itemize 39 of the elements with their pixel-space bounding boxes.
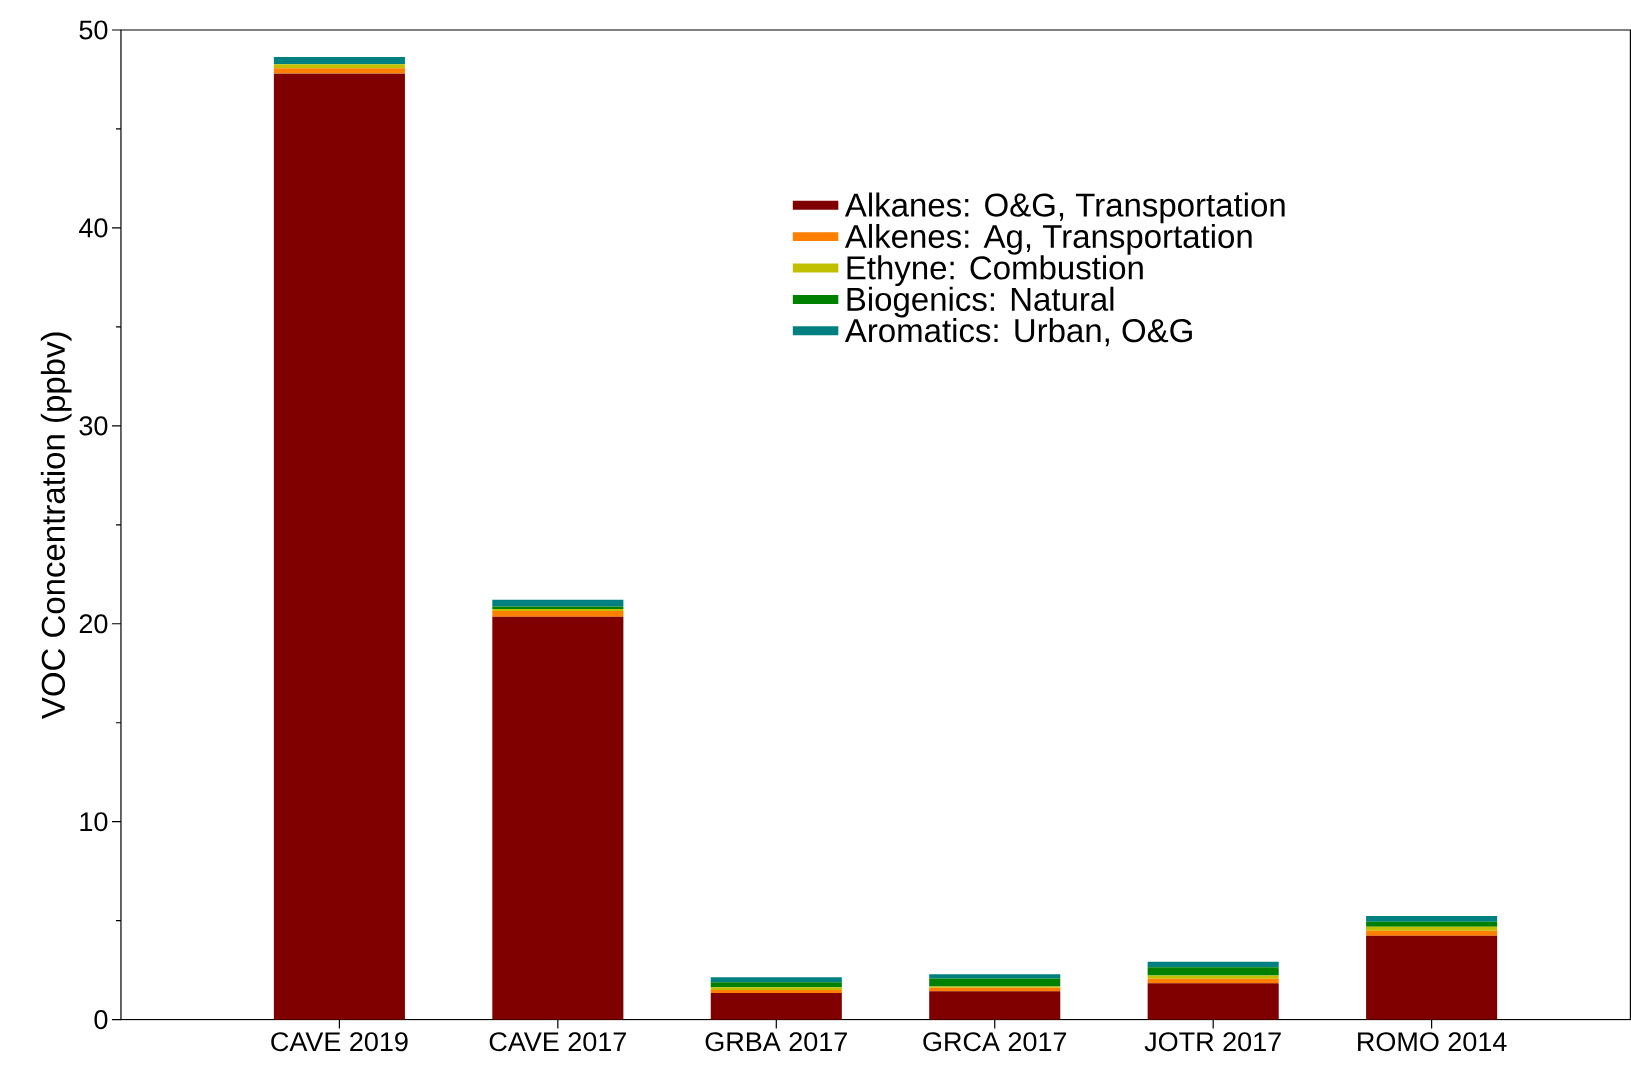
y-tick-label: 20 xyxy=(79,614,108,634)
y-tick-label: 10 xyxy=(80,812,108,832)
x-tick-label: GRBA 2017 xyxy=(705,1032,847,1052)
x-tick-label: CAVE 2017 xyxy=(489,1032,626,1052)
y-axis-title: VOC Concentration (ppbv) xyxy=(40,332,72,720)
bar xyxy=(492,600,624,607)
bar xyxy=(1147,967,1279,976)
x-tick-label: GRCA 2017 xyxy=(923,1032,1067,1052)
legend-label: Alkenes: Ag, Transportation xyxy=(844,224,1252,255)
x-tick-label: JOTR 2017 xyxy=(1144,1032,1281,1052)
bar xyxy=(710,993,842,1020)
bar xyxy=(929,991,1061,1020)
legend-label: Aromatics: Urban, O&G xyxy=(844,318,1192,347)
y-tick-label: 50 xyxy=(79,20,108,40)
x-tick-label: ROMO 2014 xyxy=(1358,1032,1507,1052)
y-tick-label: 40 xyxy=(79,218,108,238)
legend-label: Ethyne: Combustion xyxy=(847,255,1143,287)
bar xyxy=(492,611,624,618)
bar xyxy=(273,57,405,65)
bar xyxy=(1366,916,1498,923)
bar xyxy=(1147,975,1279,979)
bar xyxy=(273,68,405,74)
x-tick-label: CAVE 2019 xyxy=(271,1032,408,1052)
bar xyxy=(1366,930,1498,936)
bar xyxy=(710,977,842,983)
bar xyxy=(273,73,405,1020)
y-tick-label: 30 xyxy=(79,416,108,436)
y-tick-label: 0 xyxy=(94,1010,108,1030)
bar xyxy=(1366,935,1498,1020)
legend-label: Alkanes: O&G, Transportation xyxy=(844,192,1285,224)
bar xyxy=(1147,983,1279,1020)
bar xyxy=(1366,922,1498,927)
bar xyxy=(273,64,405,69)
legend-label: Biogenics: Natural xyxy=(847,286,1114,318)
bar xyxy=(1366,926,1498,931)
bar xyxy=(710,982,842,988)
bar xyxy=(929,978,1061,987)
bar xyxy=(929,974,1061,979)
bar xyxy=(492,617,624,1020)
